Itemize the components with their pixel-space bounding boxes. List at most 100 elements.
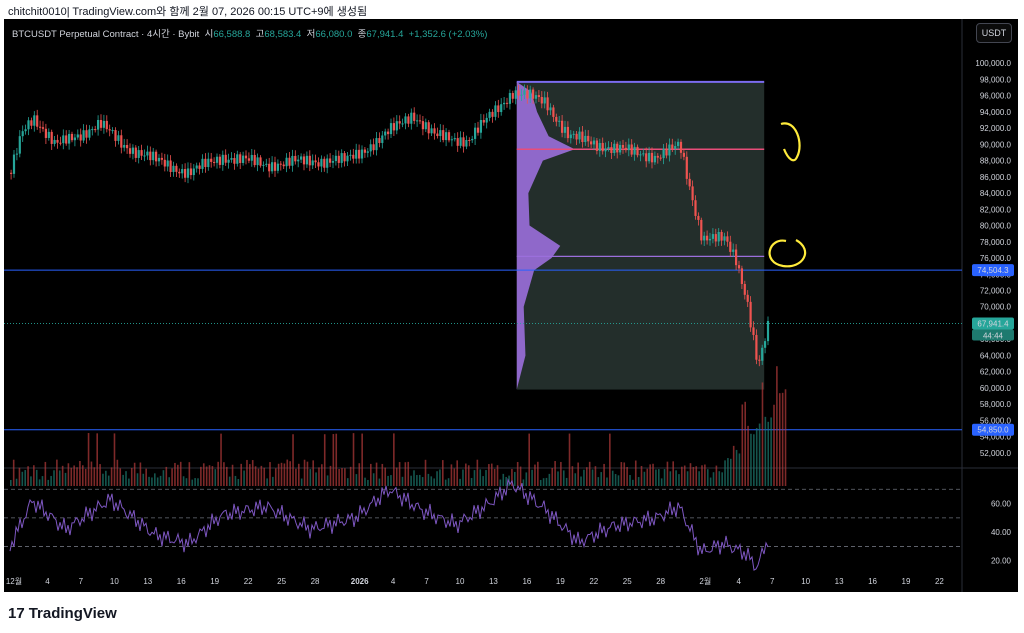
volume-bar <box>84 468 87 486</box>
candle-body <box>276 163 279 171</box>
chart-header: chitchit0010| TradingView.com와 함께 2월 07,… <box>8 6 368 18</box>
candle-body <box>178 171 181 174</box>
currency-button[interactable]: USDT <box>976 23 1012 43</box>
volume-bar <box>67 463 70 486</box>
candle-body <box>392 123 395 131</box>
volume-bar <box>675 470 677 486</box>
volume-bar <box>450 464 453 486</box>
volume-bar <box>217 461 219 486</box>
candle-body <box>262 164 265 166</box>
chart-canvas[interactable]: 100,000.0 98,000.0 96,000.0 94,000.0 92,000.… <box>4 19 1018 592</box>
candle-body <box>247 158 250 161</box>
countdown-bg <box>972 329 1014 341</box>
volume-bar <box>453 468 456 486</box>
time-tick-label: 22 <box>589 577 598 586</box>
candle-body <box>592 140 596 145</box>
volume-bar <box>470 477 473 486</box>
candle-body <box>117 135 120 141</box>
candle-body <box>99 119 103 128</box>
time-tick-label: 16 <box>522 577 531 586</box>
candle-body <box>752 327 755 335</box>
price-tick-label: 64,000.0 <box>980 351 1012 360</box>
candle-body <box>572 133 575 135</box>
volume-bar <box>87 433 90 486</box>
volume-bar <box>280 462 283 486</box>
price-tick-label: 92,000.0 <box>980 124 1012 133</box>
candle-body <box>503 102 506 105</box>
volume-bar <box>372 473 375 486</box>
volume-bar <box>361 433 363 486</box>
volume-bar <box>560 461 562 486</box>
volume-profile-histogram <box>516 81 575 390</box>
rsi-tick-label: 20.00 <box>991 557 1012 566</box>
candle-body <box>656 155 659 158</box>
candle-body <box>30 120 33 126</box>
volume-bar <box>741 404 744 486</box>
candle-body <box>711 234 714 239</box>
volume-bar <box>375 462 378 486</box>
volume-bar <box>312 460 314 486</box>
candle-body <box>334 155 337 162</box>
candle-body <box>479 120 482 133</box>
candle-body <box>85 130 88 138</box>
candle-body <box>102 120 105 128</box>
candle-body <box>630 144 633 155</box>
candle-body <box>50 131 53 144</box>
volume-bar <box>706 469 709 486</box>
candle-body <box>610 147 613 153</box>
volume-bar <box>145 468 147 486</box>
volume-bar <box>303 459 306 486</box>
candle-body <box>761 347 764 361</box>
price-tick-label: 86,000.0 <box>980 173 1012 182</box>
candle-body <box>665 148 668 156</box>
close-label: 종 <box>357 29 367 40</box>
time-tick-label: 19 <box>556 577 565 586</box>
volume-bar <box>686 471 689 486</box>
candle-body <box>555 116 558 122</box>
volume-bar <box>511 468 513 486</box>
candle-body <box>39 126 42 128</box>
candle-body <box>250 154 253 161</box>
candle-body <box>766 320 770 342</box>
rsi-tick-label: 40.00 <box>991 528 1012 537</box>
volume-bar <box>35 469 38 486</box>
volume-bar <box>528 433 530 486</box>
candle-body <box>256 157 259 166</box>
volume-bar <box>611 470 614 486</box>
volume-bar <box>704 464 706 486</box>
candle-body <box>430 128 433 134</box>
candle-body <box>494 105 497 117</box>
time-tick-label: 22 <box>935 577 944 586</box>
candle-body <box>47 131 50 138</box>
volume-bar <box>300 478 303 486</box>
volume-bar <box>318 467 320 486</box>
volume-bar <box>508 475 510 486</box>
volume-bar <box>390 475 392 486</box>
chart-frame[interactable]: 100,000.0 98,000.0 96,000.0 94,000.0 92,000.… <box>4 19 1018 592</box>
volume-bar <box>744 401 746 486</box>
low-value: 66,080.0 <box>315 29 353 40</box>
volume-bar <box>764 416 767 486</box>
annotation-circle <box>768 239 807 268</box>
candle-body <box>230 158 233 160</box>
volume-bar <box>485 470 487 486</box>
volume-bar <box>188 462 191 486</box>
candle-body <box>126 144 129 149</box>
candle-body <box>613 143 616 153</box>
volume-bar <box>159 475 162 486</box>
volume-bar <box>591 469 594 486</box>
candle-body <box>648 152 651 162</box>
volume-bar <box>355 474 358 486</box>
volume-bar <box>387 475 389 486</box>
candle-body <box>526 90 529 99</box>
volume-bar <box>462 469 464 486</box>
candle-body <box>546 97 549 111</box>
candle-body <box>697 215 700 220</box>
price-tick-label: 82,000.0 <box>980 205 1012 214</box>
volume-bar <box>15 478 18 486</box>
volume-bar <box>781 392 784 486</box>
volume-bar <box>151 477 153 486</box>
volume-bar <box>326 475 329 486</box>
candle-body <box>540 96 543 104</box>
candle-body <box>447 132 451 141</box>
